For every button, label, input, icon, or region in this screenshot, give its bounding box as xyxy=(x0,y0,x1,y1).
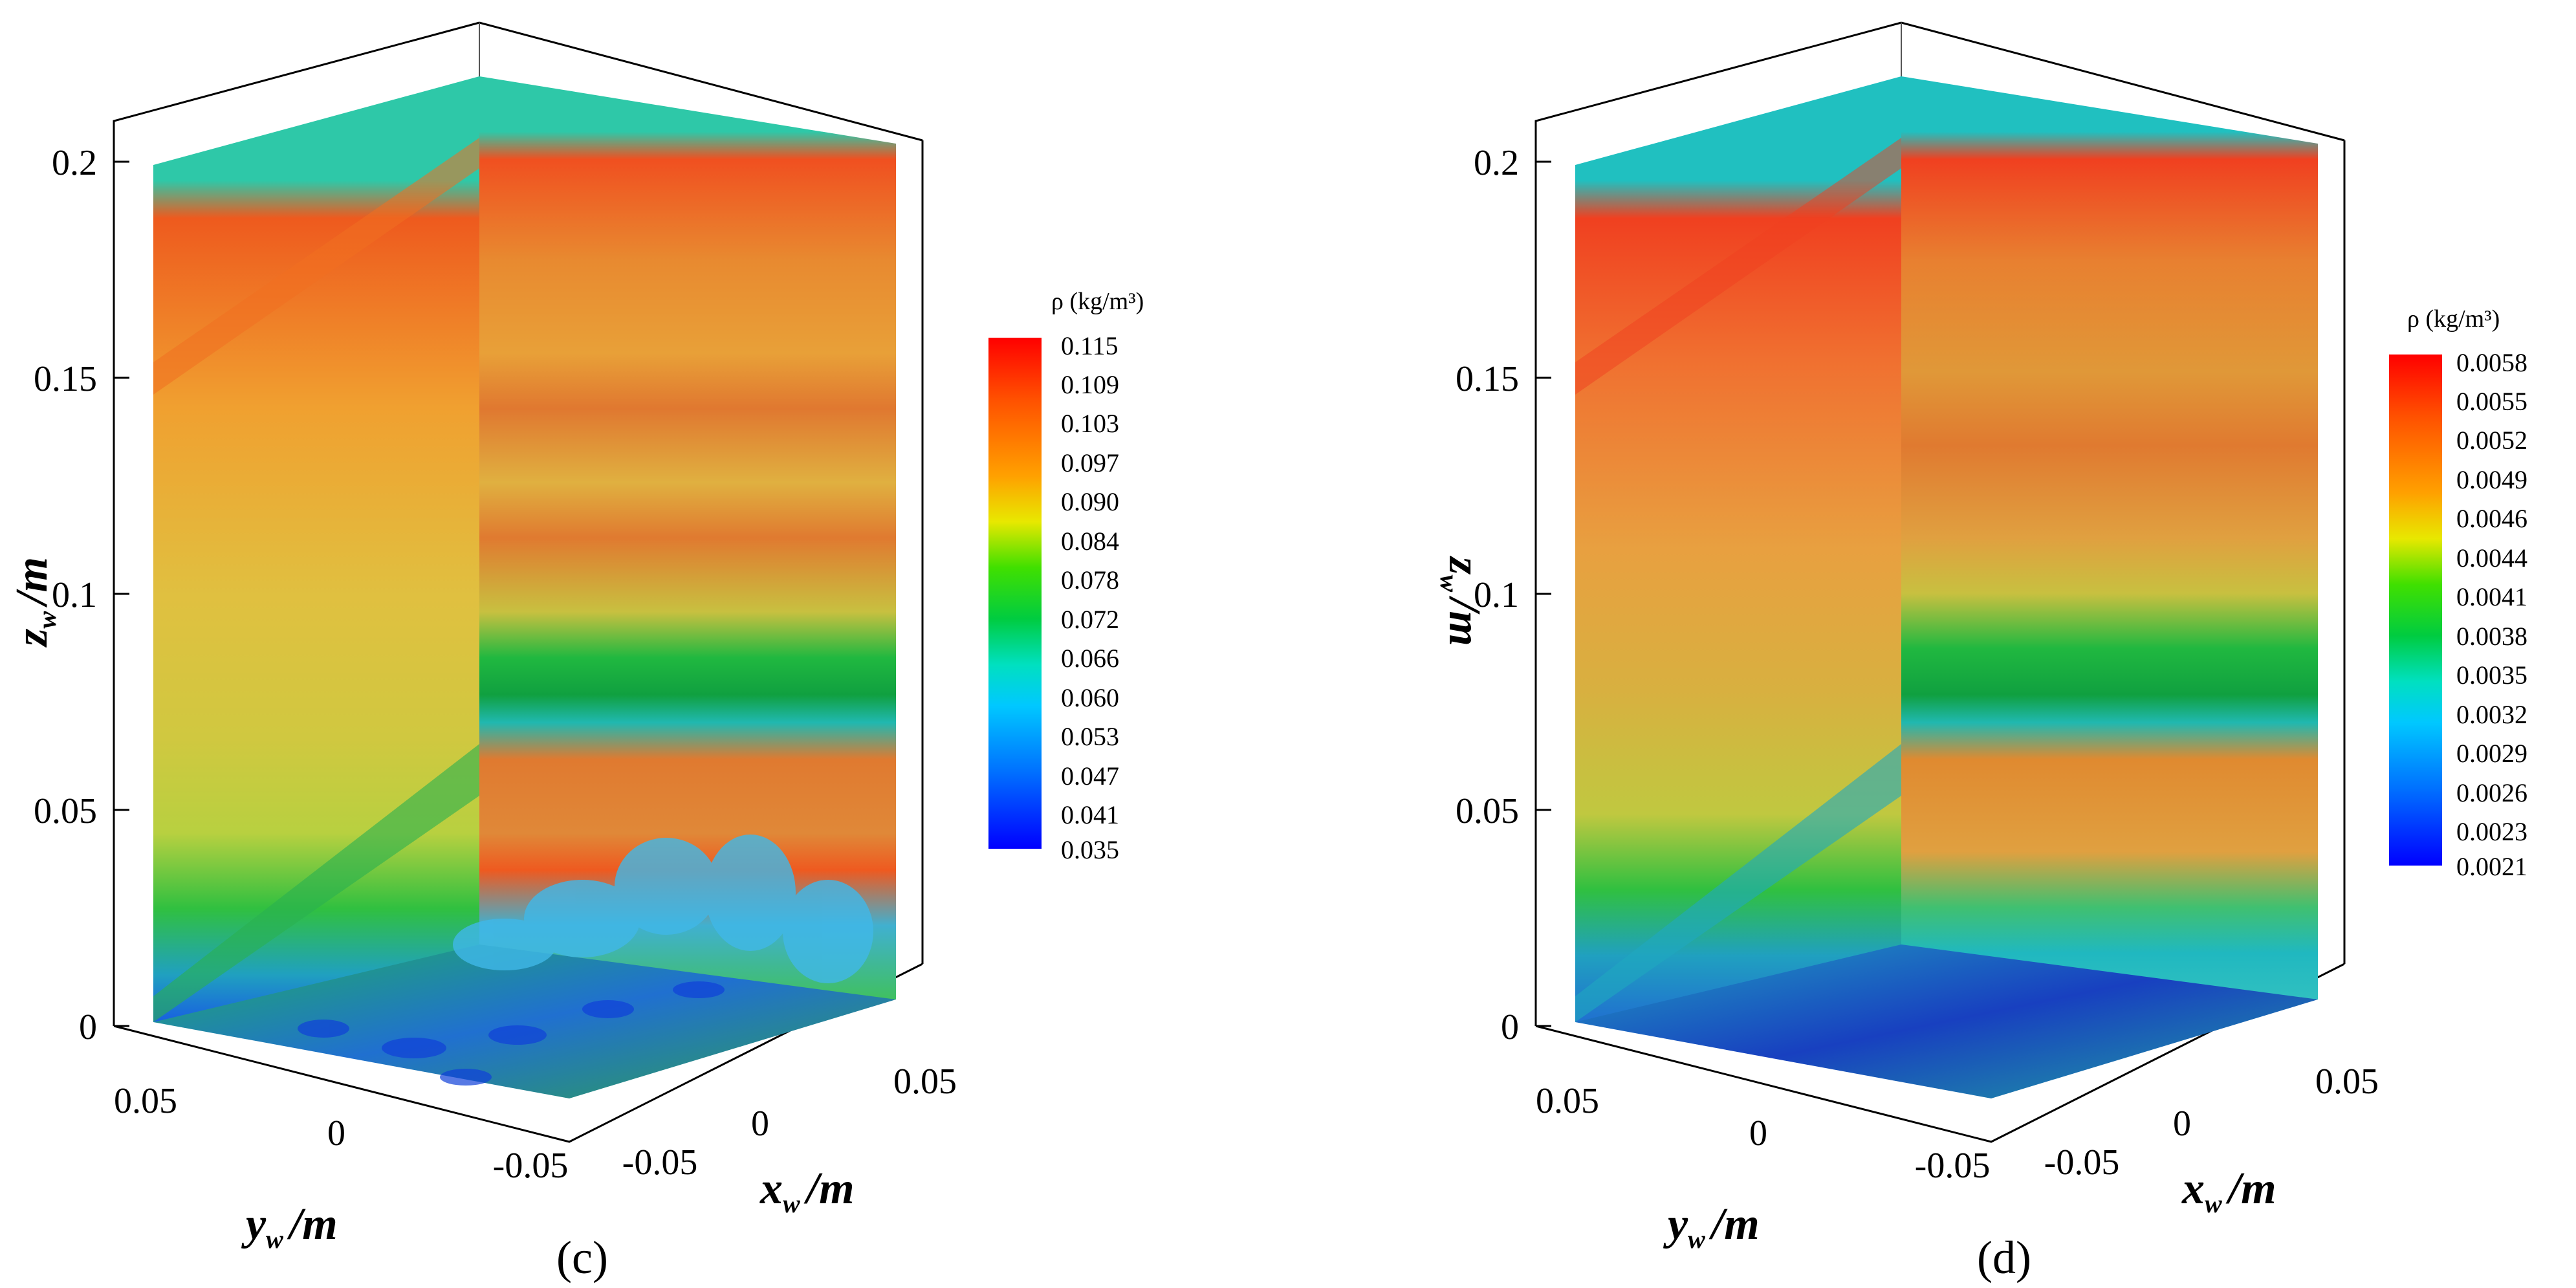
cb-label: 0.0049 xyxy=(2456,465,2527,494)
cb-label: 0.084 xyxy=(1061,527,1119,556)
x-tick-2: 0.05 xyxy=(2315,1062,2379,1102)
cb-label: 0.0046 xyxy=(2456,504,2527,533)
slice-right xyxy=(1901,76,2318,999)
colorbar xyxy=(2389,355,2442,866)
y-axis-label: yw/m xyxy=(1663,1199,1760,1254)
z-tick-0: 0 xyxy=(79,1007,97,1047)
y-tick-1: 0 xyxy=(327,1113,345,1153)
shock-band-left-low xyxy=(1575,744,1901,1022)
cb-label: 0.047 xyxy=(1061,761,1119,791)
slice-floor xyxy=(1575,944,2318,1098)
z-tick-1: 0.05 xyxy=(34,791,97,831)
y-tick-2: -0.05 xyxy=(1915,1146,1991,1186)
z-tick-4: 0.2 xyxy=(1474,143,1519,183)
cb-label: 0.041 xyxy=(1061,800,1119,829)
cb-label: 0.097 xyxy=(1061,448,1119,477)
x-tick-2: 0.05 xyxy=(893,1062,957,1102)
panel-caption: (c) xyxy=(556,1232,608,1283)
cb-label: 0.0055 xyxy=(2456,387,2527,416)
z-tick-4: 0.2 xyxy=(52,143,97,183)
cb-label: 0.078 xyxy=(1061,565,1119,595)
z-tick-0: 0 xyxy=(1501,1007,1519,1047)
cb-label: 0.060 xyxy=(1061,683,1119,712)
cb-label: 0.0032 xyxy=(2456,700,2527,729)
shock-band-left-low xyxy=(153,744,479,1022)
cb-label: 0.053 xyxy=(1061,722,1119,751)
z-axis-ticks xyxy=(114,160,129,1027)
x-axis-label: xw/m xyxy=(2181,1164,2276,1218)
x-tick-1: 0 xyxy=(2173,1104,2191,1144)
cb-label: 0.0058 xyxy=(2456,348,2527,377)
colorbar xyxy=(988,338,1042,849)
panel-d: 0 0.05 0.1 0.15 0.2 zw/m 0.05 0 -0.05 yw… xyxy=(1288,0,2576,1288)
y-tick-2: -0.05 xyxy=(493,1146,569,1186)
y-tick-0: 0.05 xyxy=(114,1081,177,1121)
panel-c: 0 0.05 0.1 0.15 0.2 zw/m 0.05 0 -0.05 yw… xyxy=(7,21,1144,1283)
z-tick-2: 0.1 xyxy=(1474,575,1519,615)
x-tick-0: -0.05 xyxy=(622,1142,698,1183)
cb-label: 0.0021 xyxy=(2456,852,2527,881)
cb-label: 0.0026 xyxy=(2456,778,2527,807)
panel-caption: (d) xyxy=(1977,1232,2031,1283)
turbulent-plume xyxy=(453,835,873,983)
x-tick-0: -0.05 xyxy=(2044,1142,2120,1183)
z-tick-1: 0.05 xyxy=(1456,791,1519,831)
cb-label: 0.103 xyxy=(1061,409,1119,438)
svg-text:zw/m: zw/m xyxy=(7,557,61,648)
cb-label: 0.0044 xyxy=(2456,543,2527,573)
cb-label: 0.072 xyxy=(1061,605,1119,634)
y-tick-1: 0 xyxy=(1749,1113,1767,1153)
cb-label: 0.0035 xyxy=(2456,660,2527,690)
z-axis-label: zw/m xyxy=(7,557,61,648)
cb-label: 0.090 xyxy=(1061,487,1119,516)
floor-speckle xyxy=(298,981,725,1086)
z-axis-ticks xyxy=(1536,160,1551,1027)
cb-label: 0.0041 xyxy=(2456,582,2527,611)
colorbar-labels: 0.0058 0.0055 0.0052 0.0049 0.0046 0.004… xyxy=(2456,348,2527,881)
x-axis-label: xw/m xyxy=(759,1164,855,1218)
slice-right xyxy=(479,76,896,999)
shock-band-left xyxy=(153,138,479,395)
svg-text:zw/m: zw/m xyxy=(1435,556,1489,646)
z-tick-3: 0.15 xyxy=(1456,359,1519,399)
panel-c-figure: 0 0.05 0.1 0.15 0.2 zw/m 0.05 0 -0.05 yw… xyxy=(7,21,1144,1283)
z-tick-3: 0.15 xyxy=(34,359,97,399)
cb-label: 0.035 xyxy=(1061,835,1119,864)
colorbar-title: ρ (kg/m³) xyxy=(1051,288,1144,315)
cb-label: 0.109 xyxy=(1061,370,1119,399)
y-tick-0: 0.05 xyxy=(1536,1081,1599,1121)
x-tick-1: 0 xyxy=(751,1104,769,1144)
z-tick-2: 0.1 xyxy=(52,575,97,615)
shock-band-left xyxy=(1575,138,1901,395)
y-axis-label: yw/m xyxy=(241,1199,338,1254)
panel-d-figure: 0 0.05 0.1 0.15 0.2 zw/m 0.05 0 -0.05 yw… xyxy=(1435,21,2527,1283)
cb-label: 0.115 xyxy=(1061,331,1119,360)
cb-label: 0.0052 xyxy=(2456,426,2527,455)
cb-label: 0.0029 xyxy=(2456,739,2527,768)
cb-label: 0.066 xyxy=(1061,644,1119,673)
colorbar-title: ρ (kg/m³) xyxy=(2407,305,2500,333)
z-axis-label: zw/m xyxy=(1435,556,1489,646)
cb-label: 0.0038 xyxy=(2456,622,2527,651)
colorbar-labels: 0.115 0.109 0.103 0.097 0.090 0.084 0.07… xyxy=(1061,331,1119,864)
cb-label: 0.0023 xyxy=(2456,817,2527,846)
